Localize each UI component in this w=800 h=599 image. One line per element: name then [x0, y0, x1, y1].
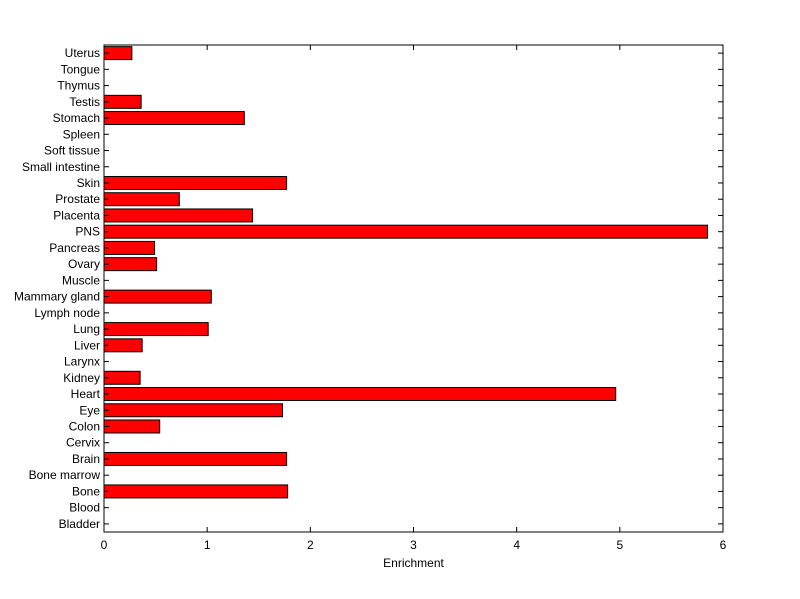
y-tick-label-thymus: Thymus — [57, 79, 100, 93]
bar-kidney — [103, 370, 141, 385]
y-tick-label-colon: Colon — [69, 419, 100, 433]
bar-placenta — [103, 208, 254, 223]
y-tick-label-liver: Liver — [74, 338, 100, 352]
y-tick-label-bladder: Bladder — [59, 517, 100, 531]
x-tick-label-5: 5 — [616, 538, 623, 552]
y-tick-label-heart: Heart — [71, 387, 101, 401]
y-tick-label-pancreas: Pancreas — [49, 241, 100, 255]
x-tick-label-0: 0 — [101, 538, 108, 552]
y-tick-label-kidney: Kidney — [63, 371, 100, 385]
y-tick-label-lung: Lung — [73, 322, 100, 336]
bar-lung — [103, 322, 209, 337]
y-tick-label-ovary: Ovary — [68, 257, 100, 271]
y-tick-label-blood: Blood — [69, 501, 100, 515]
y-tick-label-prostate: Prostate — [55, 192, 100, 206]
y-tick-label-testis: Testis — [69, 95, 100, 109]
y-tick-label-lymph-node: Lymph node — [34, 306, 100, 320]
y-tick-label-pns: PNS — [75, 225, 100, 239]
bar-eye — [103, 403, 283, 418]
bar-mammary-gland — [103, 289, 212, 304]
y-tick-label-cervix: Cervix — [66, 436, 100, 450]
y-tick-label-stomach: Stomach — [53, 111, 100, 125]
bar-testis — [103, 94, 142, 109]
y-tick-label-muscle: Muscle — [62, 273, 100, 287]
x-tick-label-2: 2 — [307, 538, 314, 552]
bar-colon — [103, 419, 161, 434]
x-tick-label-4: 4 — [513, 538, 520, 552]
y-tick-label-bone: Bone — [72, 484, 100, 498]
y-tick-label-tongue: Tongue — [61, 62, 101, 76]
bar-liver — [103, 338, 143, 353]
bars-layer — [103, 46, 709, 499]
y-tick-label-brain: Brain — [72, 452, 100, 466]
y-tick-label-skin: Skin — [77, 176, 100, 190]
labels-layer: Bladder Blood Bone Bone marrow Brain Cervix Co… — [14, 46, 727, 552]
y-tick-label-bone-marrow: Bone marrow — [29, 468, 101, 482]
bar-pancreas — [103, 240, 156, 255]
y-tick-label-uterus: Uterus — [65, 46, 100, 60]
x-tick-label-1: 1 — [204, 538, 211, 552]
y-tick-label-placenta: Placenta — [53, 208, 100, 222]
bar-heart — [103, 387, 617, 402]
bar-bone — [103, 484, 289, 499]
x-axis-label: Enrichment — [383, 556, 444, 570]
y-tick-label-mammary-gland: Mammary gland — [14, 290, 100, 304]
bar-stomach — [103, 111, 245, 126]
y-tick-label-spleen: Spleen — [63, 127, 100, 141]
bar-brain — [103, 451, 288, 466]
y-tick-label-larynx: Larynx — [64, 355, 100, 369]
x-tick-label-6: 6 — [720, 538, 727, 552]
ticks-layer — [103, 45, 724, 532]
bar-ovary — [103, 257, 158, 272]
y-tick-label-small-intestine: Small intestine — [22, 160, 100, 174]
x-tick-label-3: 3 — [410, 538, 417, 552]
bar-pns — [103, 224, 709, 239]
bar-skin — [103, 175, 288, 190]
bar-prostate — [103, 192, 180, 207]
y-tick-label-soft-tissue: Soft tissue — [44, 144, 100, 158]
y-tick-label-eye: Eye — [79, 403, 100, 417]
